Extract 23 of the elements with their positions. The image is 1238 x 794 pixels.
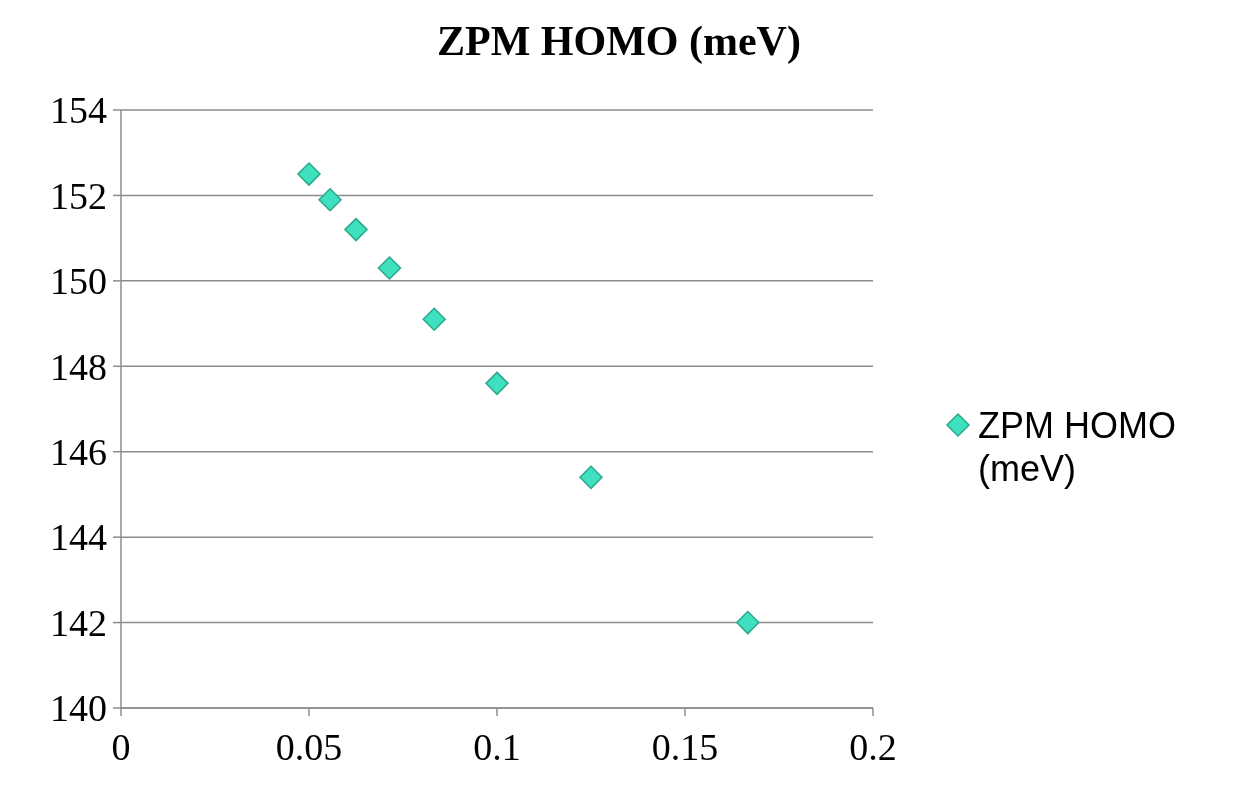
- point: [344, 217, 368, 242]
- x-tick-label: 0.15: [651, 726, 719, 768]
- point: [297, 162, 321, 186]
- chart-title: ZPM HOMO (meV): [437, 18, 801, 65]
- point: [422, 307, 446, 332]
- point: [318, 187, 342, 212]
- point: [579, 465, 603, 490]
- legend-label: ZPM HOMO (meV): [978, 404, 1176, 489]
- y-tick-label: 142: [50, 601, 107, 644]
- x-tick-label: 0.2: [849, 726, 897, 768]
- y-tick-label: 144: [50, 516, 107, 559]
- point: [377, 256, 402, 280]
- x-tick-label: 0.1: [473, 726, 521, 768]
- point: [485, 371, 509, 396]
- x-tick-label: 0: [111, 726, 131, 768]
- y-tick-label: 148: [50, 345, 107, 388]
- y-tick-label: 154: [50, 89, 107, 132]
- y-tick-label: 140: [50, 687, 107, 730]
- x-tick-label: 0.05: [275, 726, 343, 768]
- y-tick-label: 150: [50, 260, 107, 303]
- y-tick-label: 146: [50, 431, 107, 474]
- y-tick-label: 152: [50, 174, 107, 217]
- point: [736, 610, 760, 635]
